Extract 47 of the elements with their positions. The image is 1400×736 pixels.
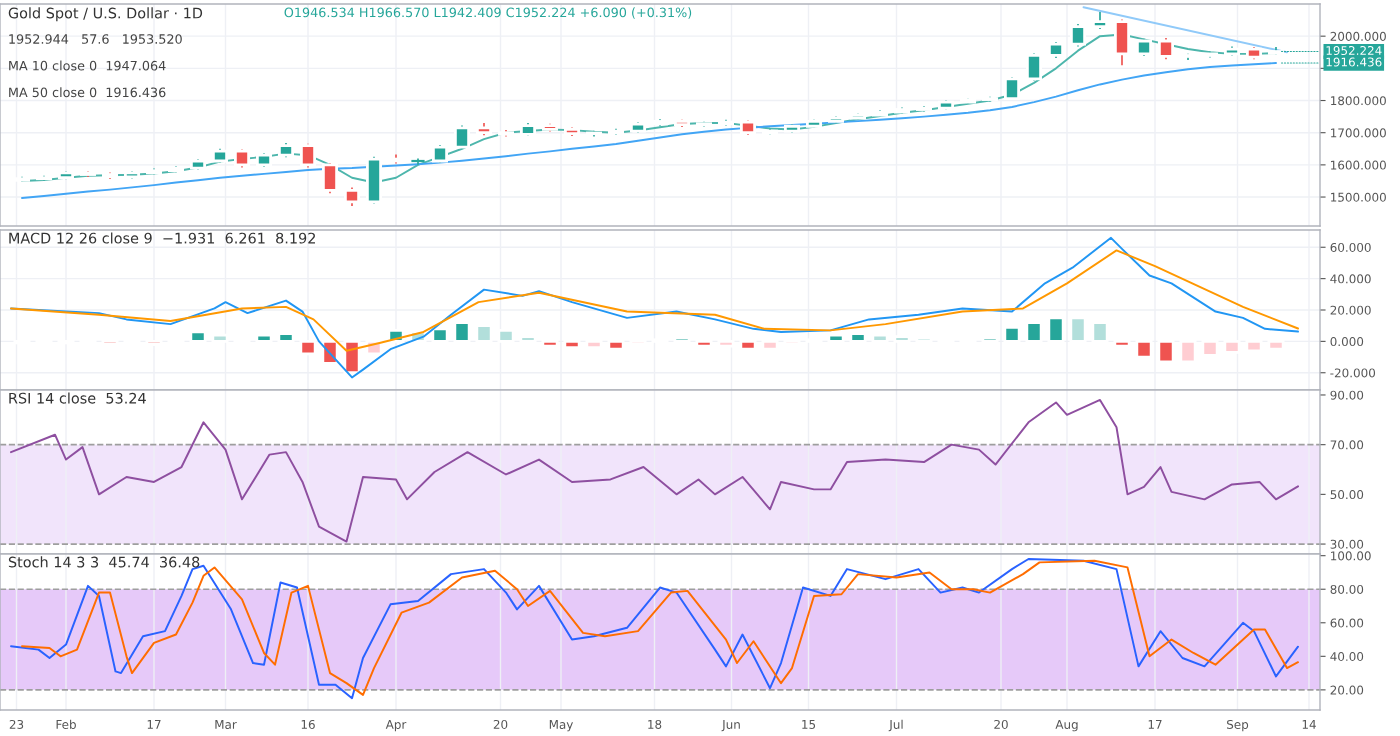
bar (453, 321, 471, 343)
bar (563, 339, 581, 350)
bar (475, 324, 493, 343)
bar (849, 332, 867, 343)
bar (255, 333, 273, 343)
bar (541, 339, 559, 348)
bar (343, 339, 361, 375)
bar (827, 333, 845, 343)
bar (607, 339, 625, 351)
bar (497, 329, 515, 343)
bar (189, 330, 207, 343)
bar (1091, 321, 1109, 343)
line-series (10, 249, 1299, 352)
candlestick (322, 162, 338, 195)
bar (1179, 339, 1197, 364)
bar (1003, 325, 1021, 343)
candlestick (432, 144, 448, 164)
bar (585, 339, 603, 350)
candlestick (234, 148, 250, 169)
candlestick (1026, 52, 1042, 82)
bar (1135, 339, 1153, 359)
bar (739, 339, 757, 351)
bar (1069, 316, 1087, 343)
bar (695, 339, 713, 348)
candlestick (366, 155, 382, 205)
bar (431, 327, 449, 343)
bar (1201, 339, 1219, 357)
bar (299, 339, 317, 356)
bar (717, 339, 735, 348)
bar (211, 333, 229, 343)
bar (1025, 321, 1043, 343)
bar (277, 332, 295, 343)
bar (1223, 339, 1241, 354)
bar (1047, 316, 1065, 343)
bar (761, 339, 779, 351)
bar (1245, 339, 1263, 353)
candlestick (1004, 76, 1020, 101)
candlestick (1114, 18, 1130, 66)
bar (1157, 339, 1175, 364)
bar (1267, 339, 1285, 351)
bar (519, 335, 537, 343)
candlestick (344, 186, 360, 207)
bar (1113, 339, 1131, 348)
candlestick (410, 157, 426, 166)
bar (893, 335, 911, 343)
bar (871, 333, 889, 343)
candlestick (1158, 37, 1174, 61)
